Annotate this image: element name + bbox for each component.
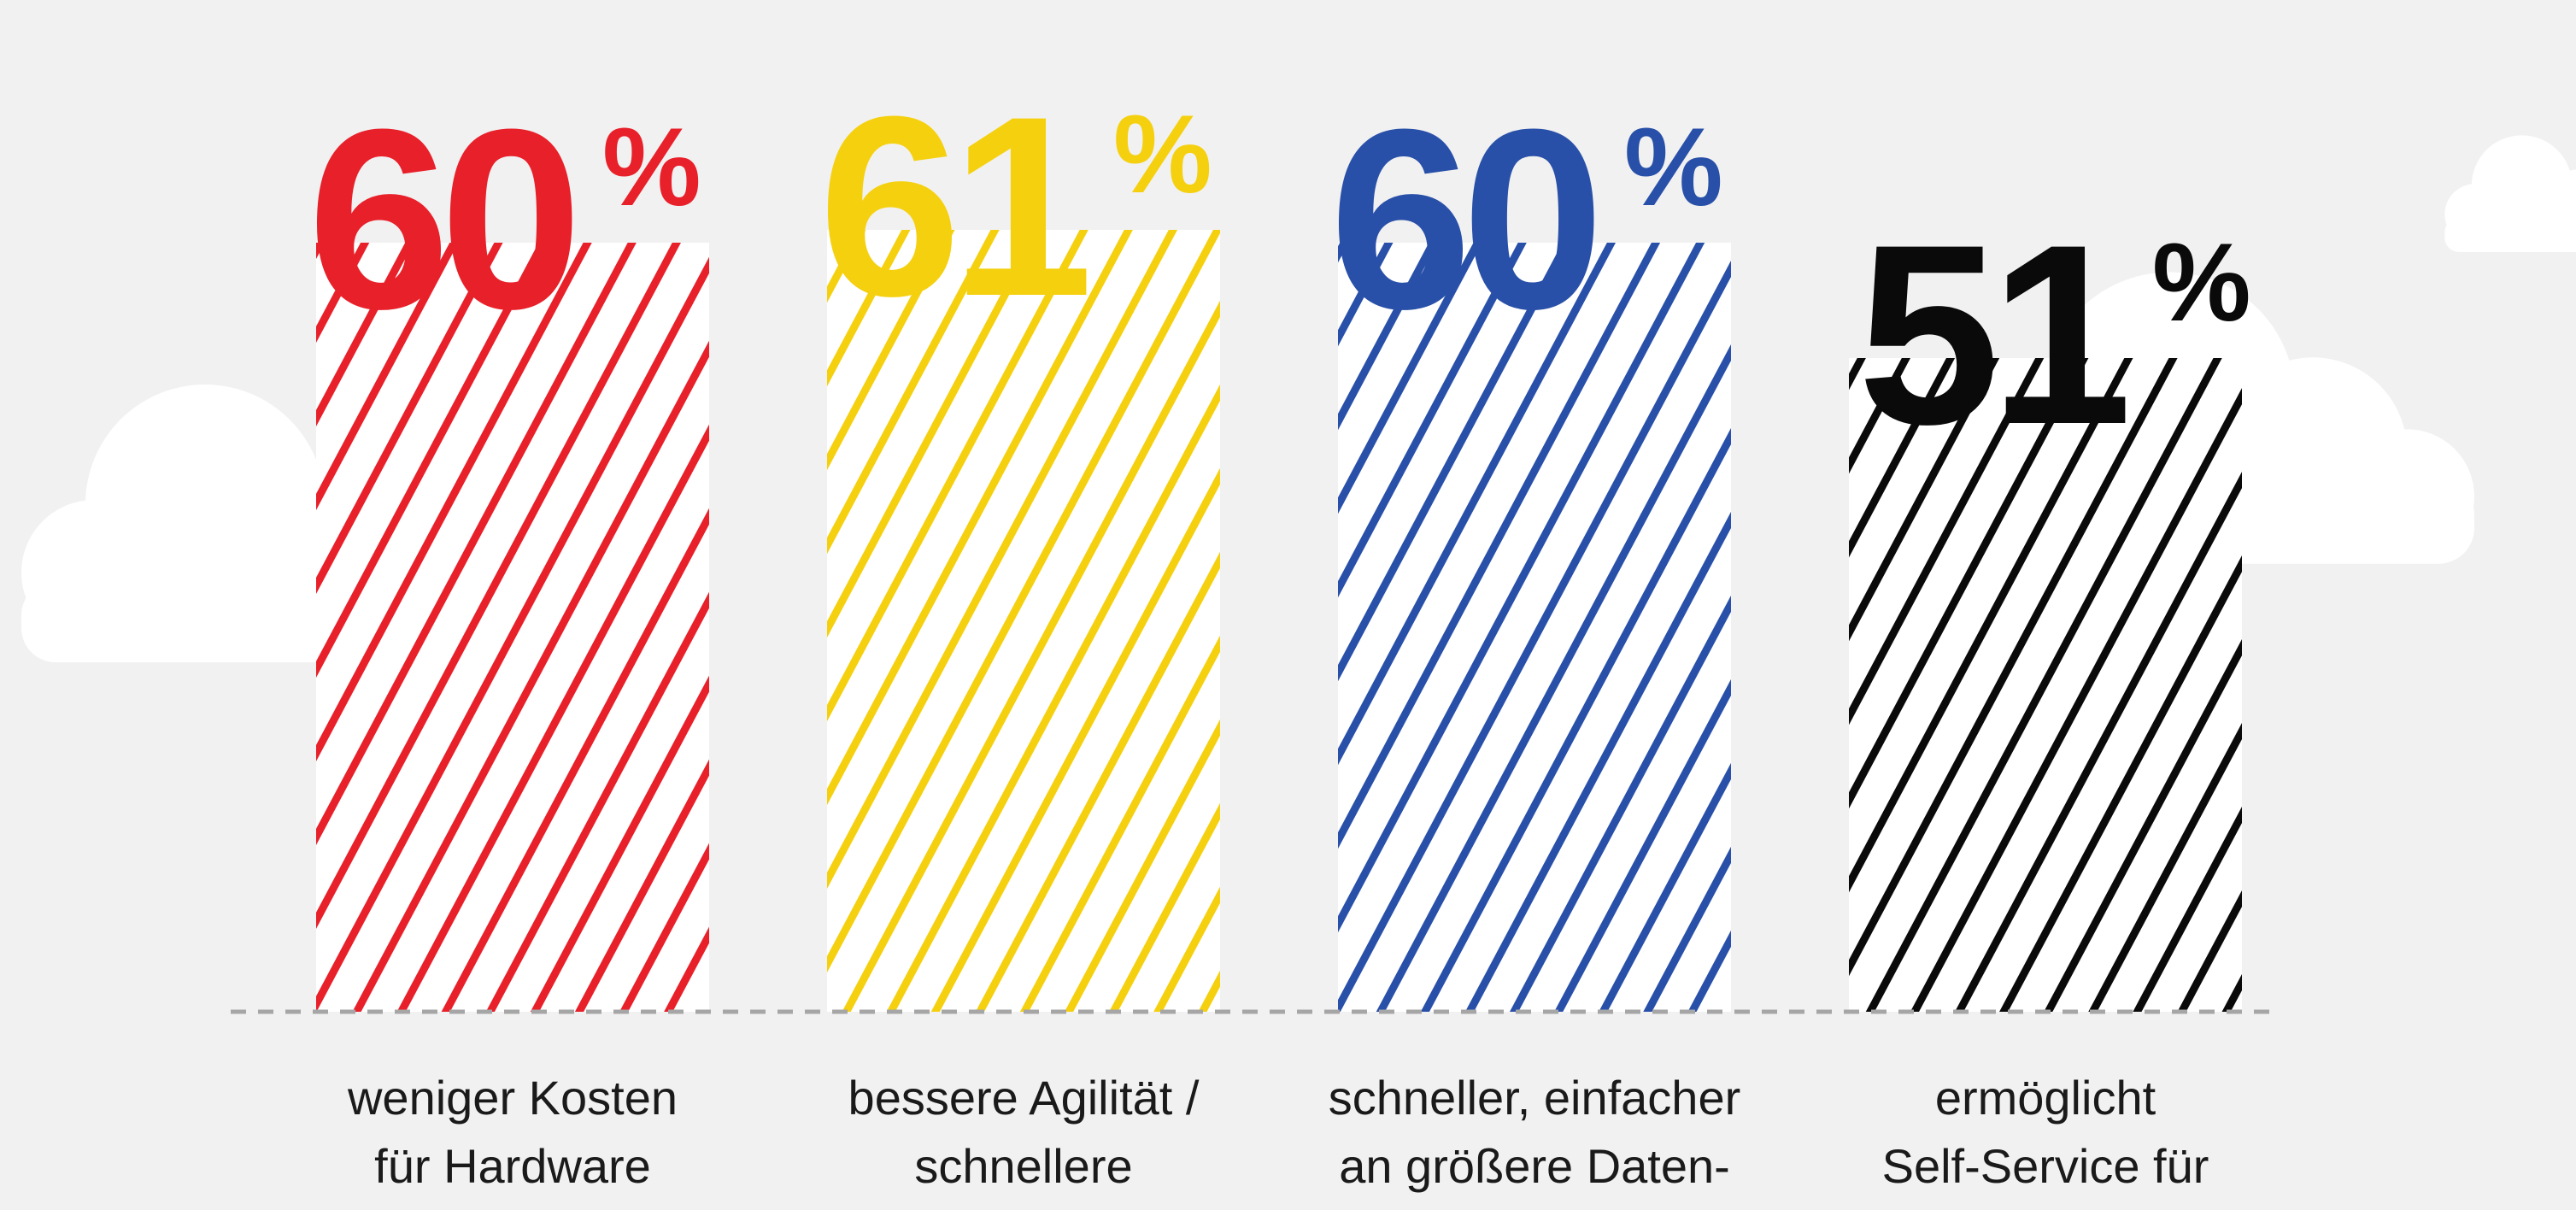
category-label-line: weniger Kosten bbox=[347, 1071, 678, 1125]
value-label-2: 61 bbox=[819, 62, 1087, 349]
bar-3 bbox=[1338, 243, 1731, 1012]
category-label-line: ermöglicht bbox=[1934, 1071, 2156, 1125]
category-label-line: schneller, einfacher bbox=[1328, 1071, 1741, 1125]
percent-sign-4: % bbox=[2152, 220, 2251, 344]
bar-1 bbox=[316, 243, 709, 1012]
percent-sign-2: % bbox=[1113, 91, 1212, 216]
percent-sign-3: % bbox=[1624, 104, 1723, 229]
category-label-3: schneller, einfacher an größere Daten- bbox=[1312, 1064, 1757, 1201]
category-label-2: bessere Agilität / schnellere bbox=[801, 1064, 1246, 1201]
cloud-icon bbox=[2444, 135, 2576, 252]
value-label-4: 51 bbox=[1857, 191, 2126, 478]
value-label-1: 60 bbox=[308, 75, 572, 362]
category-label-4: ermöglicht Self-Service für bbox=[1823, 1064, 2268, 1201]
value-label-3: 60 bbox=[1329, 75, 1594, 362]
bars-layer bbox=[316, 230, 2242, 1012]
percent-sign-1: % bbox=[602, 104, 701, 229]
category-label-line: bessere Agilität / bbox=[848, 1071, 1200, 1125]
category-label-1: weniger Kosten für Hardware bbox=[290, 1064, 735, 1201]
value-labels-layer: 60% 61% 60 %51% bbox=[308, 62, 2251, 478]
bar-2 bbox=[827, 230, 1220, 1012]
category-label-line: an größere Daten- bbox=[1339, 1139, 1730, 1193]
category-label-line: schnellere bbox=[914, 1139, 1133, 1193]
bar-4 bbox=[1849, 358, 2242, 1012]
category-label-line: für Hardware bbox=[374, 1139, 651, 1193]
category-label-line: Self-Service für bbox=[1881, 1139, 2209, 1193]
